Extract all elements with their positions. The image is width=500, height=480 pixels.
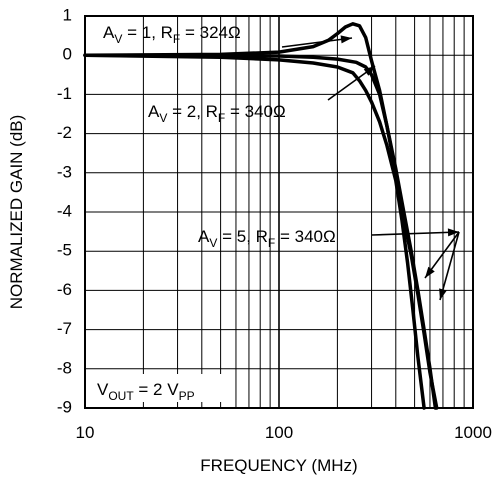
grid	[85, 16, 473, 408]
x-tick-label: 1000	[454, 423, 492, 442]
annotation-av2: AV = 2, RF = 340Ω	[148, 102, 286, 125]
vout-label-background	[94, 374, 234, 402]
annotation-vout: VOUT = 2 VPP	[97, 380, 195, 403]
y-tick-label: 1	[63, 5, 72, 24]
x-tick-label: 100	[265, 423, 293, 442]
y-tick-label: -9	[57, 397, 72, 416]
series-line-av5	[83, 53, 439, 410]
annotation-av5: AV = 5, RF = 340Ω	[198, 227, 336, 250]
y-tick-labels: 1 0 -1 -2 -3 -4 -5 -6 -7 -8 -9	[57, 5, 72, 416]
arrow-av5-curve-b-head	[439, 288, 447, 300]
x-tick-label: 10	[76, 423, 95, 442]
y-tick-label: -4	[57, 201, 72, 220]
x-axis-label: FREQUENCY (MHz)	[200, 456, 357, 475]
arrow-av1	[281, 37, 353, 48]
y-tick-label: -6	[57, 280, 72, 299]
y-tick-label: -2	[57, 123, 72, 142]
y-tick-label: -1	[57, 84, 72, 103]
arrow-av5-bracket-head	[447, 228, 459, 237]
y-tick-label: 0	[63, 45, 72, 64]
y-tick-label: -3	[57, 162, 72, 181]
series-group	[83, 22, 439, 410]
y-tick-label: -8	[57, 358, 72, 377]
x-tick-labels: 10 100 1000	[76, 423, 492, 442]
arrow-av1-head	[340, 35, 352, 44]
arrow-av5-bracket	[371, 231, 460, 236]
y-axis-label: NORMALIZED GAIN (dB)	[7, 115, 26, 310]
annotation-arrows	[281, 35, 460, 301]
y-tick-label: -5	[57, 241, 72, 260]
annotation-av1: AV = 1, RF = 324Ω	[103, 23, 241, 46]
y-tick-label: -7	[57, 319, 72, 338]
series-line-av2	[83, 53, 426, 410]
arrow-av5-curve-a-head	[425, 266, 435, 278]
plot-frame	[84, 15, 474, 409]
arrow-av5-curve-b	[439, 231, 460, 301]
arrow-av2-head	[363, 66, 375, 76]
